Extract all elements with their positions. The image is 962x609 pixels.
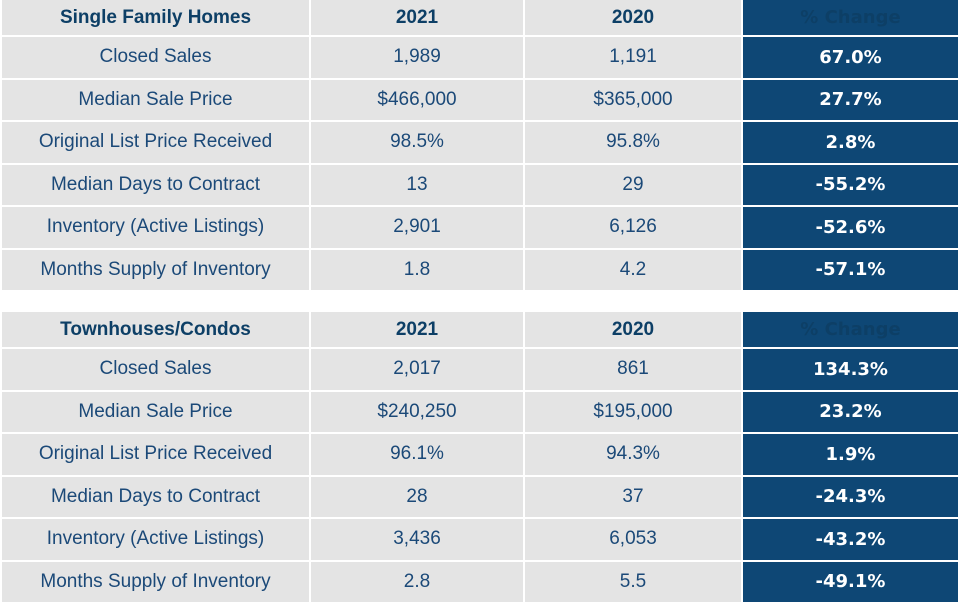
table-row: Original List Price Received 98.5% 95.8% 2.… [2, 122, 958, 163]
value-2021-cell: 98.5% [311, 122, 523, 163]
metric-label-cell: Months Supply of Inventory [2, 561, 309, 602]
percent-change-cell: -43.2% [743, 519, 958, 560]
percent-change-cell: 2.8% [743, 122, 958, 163]
value-2021-cell: 1,989 [311, 37, 523, 78]
percent-change-cell: -24.3% [743, 476, 958, 517]
metric-label-cell: Median Days to Contract [2, 476, 309, 517]
value-2020-cell: 6,053 [525, 519, 741, 560]
metric-label-cell: Closed Sales [2, 37, 309, 78]
metric-label-cell: Median Days to Contract [2, 164, 309, 205]
value-2020-cell: 6,126 [525, 207, 741, 248]
percent-change-cell: 134.3% [743, 349, 958, 390]
column-header-value-2020: 2020 [525, 0, 741, 35]
table-row: Median Sale Price $466,000 $365,000 27.7% [2, 79, 958, 120]
metric-label-cell: Median Sale Price [2, 79, 309, 120]
percent-change-cell: -55.2% [743, 164, 958, 205]
table-row: Inventory (Active Listings) 3,436 6,053 -43… [2, 519, 958, 560]
metric-label-cell: Median Sale Price [2, 391, 309, 432]
value-2020-cell: 4.2 [525, 249, 741, 290]
value-2021-cell: 96.1% [311, 434, 523, 475]
value-2020-cell: 94.3% [525, 434, 741, 475]
table-row: Months Supply of Inventory 2.8 5.5 -49.1% [2, 561, 958, 602]
percent-change-cell: -52.6% [743, 207, 958, 248]
percent-change-cell: 67.0% [743, 37, 958, 78]
percent-change-cell: 1.9% [743, 434, 958, 475]
value-2021-cell: 2,017 [311, 349, 523, 390]
column-header-metric-label: Single Family Homes [2, 0, 309, 35]
table-header-row: Single Family Homes 2021 2020% Change [2, 0, 958, 35]
percent-change-cell: 23.2% [743, 391, 958, 432]
percent-change-cell: -57.1% [743, 249, 958, 290]
column-header-value-2021: 2021 [311, 0, 523, 35]
column-header-percent-change: % Change [743, 0, 958, 35]
table-row: Median Days to Contract 13 29 -55.2% [2, 164, 958, 205]
metric-label-cell: Inventory (Active Listings) [2, 519, 309, 560]
table-row: Inventory (Active Listings) 2,901 6,126 -52… [2, 207, 958, 248]
townhouses-condos-table: Townhouses/Condos 2021 2020% Change Closed … [0, 310, 960, 604]
value-2020-cell: $195,000 [525, 391, 741, 432]
value-2020-cell: 29 [525, 164, 741, 205]
single-family-homes-table: Single Family Homes 2021 2020% Change Close… [0, 0, 960, 292]
column-header-value-2021: 2021 [311, 312, 523, 347]
column-header-percent-change: % Change [743, 312, 958, 347]
value-2020-cell: 37 [525, 476, 741, 517]
metric-label-cell: Months Supply of Inventory [2, 249, 309, 290]
value-2020-cell: $365,000 [525, 79, 741, 120]
value-2021-cell: 13 [311, 164, 523, 205]
table-row: Closed Sales 2,017 861 134.3% [2, 349, 958, 390]
value-2021-cell: 28 [311, 476, 523, 517]
value-2021-cell: $240,250 [311, 391, 523, 432]
percent-change-cell: -49.1% [743, 561, 958, 602]
percent-change-cell: 27.7% [743, 79, 958, 120]
metric-label-cell: Original List Price Received [2, 434, 309, 475]
value-2021-cell: 2.8 [311, 561, 523, 602]
table-row: Original List Price Received 96.1% 94.3% 1.… [2, 434, 958, 475]
table-row: Closed Sales 1,989 1,191 67.0% [2, 37, 958, 78]
value-2020-cell: 1,191 [525, 37, 741, 78]
metric-label-cell: Original List Price Received [2, 122, 309, 163]
value-2021-cell: 2,901 [311, 207, 523, 248]
value-2020-cell: 95.8% [525, 122, 741, 163]
column-header-value-2020: 2020 [525, 312, 741, 347]
value-2020-cell: 861 [525, 349, 741, 390]
value-2020-cell: 5.5 [525, 561, 741, 602]
table-row: Median Days to Contract 28 37 -24.3% [2, 476, 958, 517]
metric-label-cell: Closed Sales [2, 349, 309, 390]
value-2021-cell: 3,436 [311, 519, 523, 560]
column-header-metric-label: Townhouses/Condos [2, 312, 309, 347]
metric-label-cell: Inventory (Active Listings) [2, 207, 309, 248]
table-header-row: Townhouses/Condos 2021 2020% Change [2, 312, 958, 347]
value-2021-cell: 1.8 [311, 249, 523, 290]
value-2021-cell: $466,000 [311, 79, 523, 120]
table-row: Median Sale Price $240,250 $195,000 23.2% [2, 391, 958, 432]
table-row: Months Supply of Inventory 1.8 4.2 -57.1% [2, 249, 958, 290]
